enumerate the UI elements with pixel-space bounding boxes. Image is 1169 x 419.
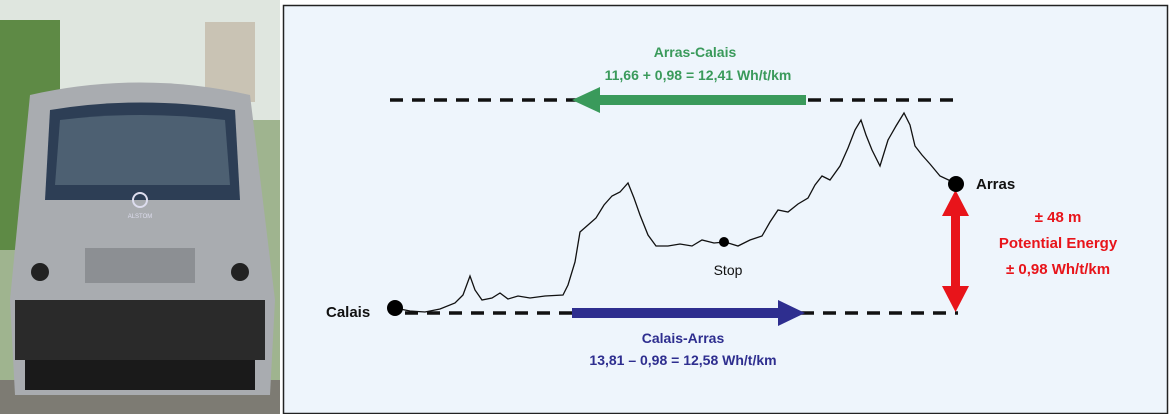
stop-label: Stop xyxy=(714,262,743,278)
calais-dot xyxy=(387,300,403,316)
elevation-difference: ± 48 m xyxy=(1035,209,1082,226)
train-photo: ALSTOM xyxy=(0,0,280,414)
logo-text: ALSTOM xyxy=(128,214,153,220)
start-station: Calais xyxy=(326,304,370,321)
potential-energy-label: Potential Energy xyxy=(999,235,1118,252)
return-formula: 11,66 + 0,98 = 12,41 Wh/t/km xyxy=(605,67,792,83)
potential-energy-value: ± 0,98 Wh/t/km xyxy=(1006,261,1110,278)
page: ALSTOM Arras-Calais 11,66 + 0,98 = 12,41… xyxy=(0,0,1169,414)
stop-dot xyxy=(719,237,729,247)
outbound-label: Calais-Arras xyxy=(642,330,725,346)
figure: ALSTOM Arras-Calais 11,66 + 0,98 = 12,41… xyxy=(0,0,1169,414)
arras-dot xyxy=(948,176,964,192)
outbound-formula: 13,81 – 0,98 = 12,58 Wh/t/km xyxy=(589,352,776,368)
return-label: Arras-Calais xyxy=(654,44,737,60)
end-station: Arras xyxy=(976,176,1015,193)
